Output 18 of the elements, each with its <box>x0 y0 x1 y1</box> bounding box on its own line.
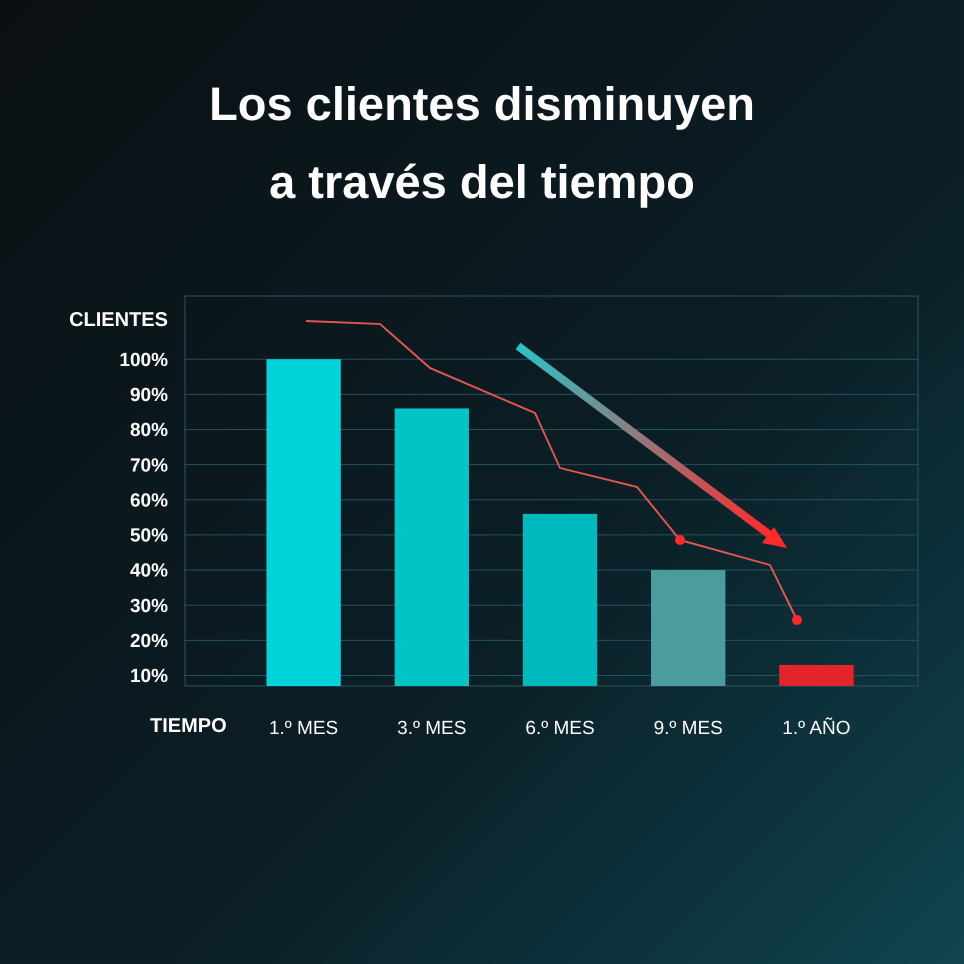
y-tick-label: 30% <box>130 596 168 617</box>
y-tick-label: 50% <box>130 526 168 547</box>
y-tick-label: 10% <box>130 666 168 688</box>
y-tick-label: 70% <box>130 455 168 476</box>
x-tick-label: 1.º AÑO <box>782 717 851 739</box>
x-tick-label: 3.º MES <box>397 718 466 739</box>
chart-title: Los clientes disminuyen a través del tiempo <box>209 77 755 208</box>
y-tick-label: 100% <box>119 350 168 371</box>
x-tick-label: 9.º MES <box>654 718 723 739</box>
y-tick-label: 40% <box>130 560 168 582</box>
y-tick-label: 60% <box>130 490 168 512</box>
x-axis-title: TIEMPO <box>150 715 227 737</box>
y-tick-label: 20% <box>130 630 168 652</box>
y-tick-label: 90% <box>130 385 168 406</box>
y-tick-label: 80% <box>130 420 168 442</box>
x-tick-label: 1.º MES <box>268 718 338 739</box>
x-tick-label: 6.º MES <box>525 718 595 739</box>
y-axis-title: CLIENTES <box>69 309 168 331</box>
